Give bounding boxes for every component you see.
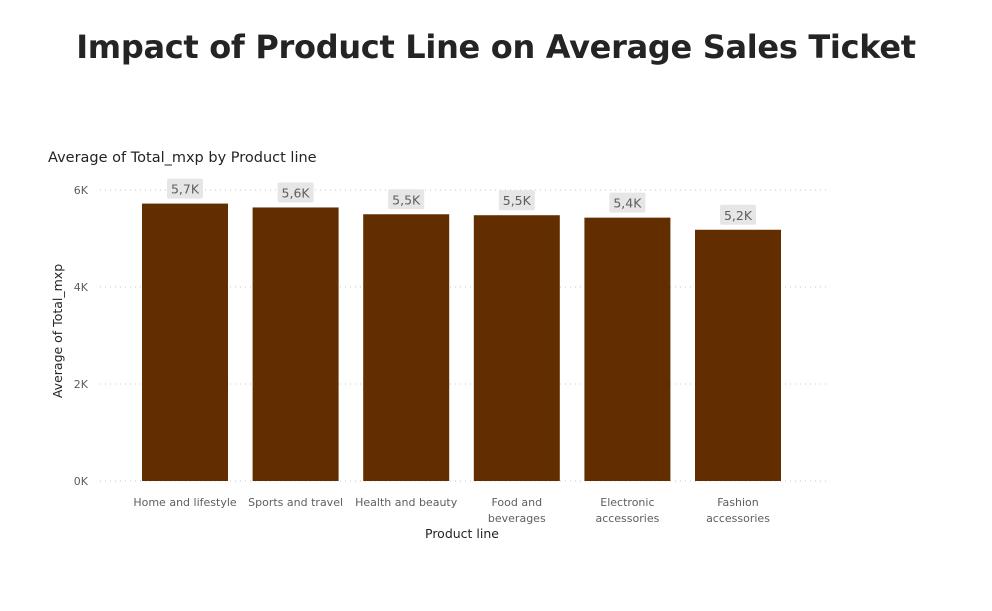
x-tick-label: Health and beauty [355, 496, 458, 509]
page-title: Impact of Product Line on Average Sales … [76, 28, 916, 66]
y-tick-label: 6K [74, 184, 89, 197]
y-tick-label: 4K [74, 281, 89, 294]
data-label: 5,6K [282, 185, 311, 200]
bar [252, 207, 339, 481]
data-label-background [609, 192, 646, 213]
data-labels: 5,7K 5,6K 5,5K 5,5K 5,4K 5,2K [167, 178, 756, 225]
data-label: 5,7K [171, 182, 200, 197]
bar [584, 217, 671, 481]
x-tick-label-line: Health and beauty [355, 496, 458, 509]
data-label: 5,2K [724, 208, 753, 223]
x-tick-label-line: beverages [488, 512, 546, 525]
y-tick-label: 0K [74, 475, 89, 488]
data-label-background [388, 189, 425, 210]
x-tick-label-line: Electronic [600, 496, 654, 509]
data-label-background [167, 178, 203, 199]
bar [473, 215, 560, 481]
x-tick-label: Food and beverages [488, 496, 546, 525]
data-label-background [498, 190, 535, 211]
x-tick-label: Home and lifestyle [133, 496, 237, 509]
x-tick-label-line: Home and lifestyle [133, 496, 237, 509]
x-tick-label-line: Sports and travel [248, 496, 343, 509]
x-tick-label: Electronic accessories [595, 496, 659, 525]
bar [695, 229, 781, 481]
bar [142, 203, 228, 481]
data-label-background [277, 182, 314, 203]
x-tick-label-line: accessories [706, 512, 770, 525]
y-axis-title: Average of Total_mxp [50, 264, 65, 398]
data-label: 5,5K [392, 192, 421, 207]
x-tick-label: Sports and travel [248, 496, 343, 509]
gridlines [100, 189, 830, 482]
bars [142, 203, 781, 481]
data-label: 5,4K [613, 196, 642, 211]
data-label-background [720, 204, 756, 225]
x-tick-label-line: accessories [595, 512, 659, 525]
data-label: 5,5K [503, 193, 532, 208]
x-tick-label-line: Fashion [717, 496, 759, 509]
x-axis-title: Product line [425, 526, 499, 541]
x-tick-label: Fashion accessories [706, 496, 770, 525]
chart-title: Average of Total_mxp by Product line [48, 150, 317, 166]
x-axis: Home and lifestyle Sports and travel Healt… [133, 496, 770, 525]
bar [363, 214, 450, 481]
y-tick-label: 2K [74, 378, 89, 391]
y-axis: 0K 2K 4K 6K [74, 184, 89, 488]
x-tick-label-line: Food and [492, 496, 543, 509]
